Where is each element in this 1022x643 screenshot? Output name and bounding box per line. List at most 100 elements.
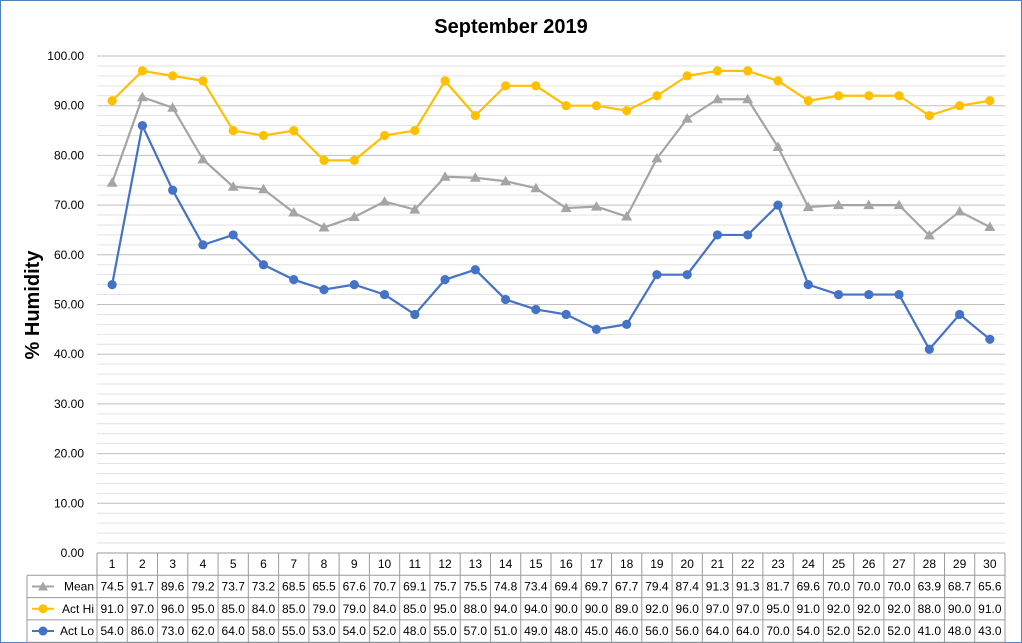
data-label: 74.5 — [100, 579, 124, 593]
x-tick-label: 25 — [832, 557, 846, 571]
data-label: 48.0 — [554, 624, 578, 638]
x-tick-label: 24 — [802, 557, 816, 571]
data-point — [682, 71, 692, 81]
data-point — [501, 294, 511, 305]
data-point — [743, 230, 753, 240]
data-point — [833, 289, 844, 300]
chart-title: September 2019 — [434, 16, 587, 38]
y-tick-label: 20.00 — [54, 447, 84, 461]
x-tick-label: 18 — [620, 557, 634, 571]
data-label: 91.0 — [797, 602, 821, 616]
data-point — [985, 334, 995, 344]
data-point — [318, 221, 330, 232]
data-label: 56.0 — [676, 624, 700, 638]
data-point — [923, 229, 935, 240]
data-label: 88.0 — [918, 602, 942, 616]
x-tick-label: 21 — [711, 557, 725, 571]
data-label: 68.5 — [282, 579, 306, 593]
data-point — [864, 91, 874, 101]
x-tick-label: 3 — [169, 557, 176, 571]
x-tick-label: 1 — [109, 557, 116, 571]
legend-key-marker — [38, 626, 48, 636]
x-tick-label: 20 — [681, 557, 695, 571]
data-point — [440, 275, 450, 285]
data-label: 65.6 — [978, 579, 1002, 593]
y-tick-labels: 0.00 10.00 20.00 30.00 40.00 50.00 60.00 70.00 8… — [47, 49, 84, 560]
x-tick-label: 9 — [351, 557, 358, 571]
data-label: 79.4 — [645, 579, 669, 593]
data-label: 56.0 — [645, 624, 669, 638]
data-label: 49.0 — [524, 624, 548, 638]
data-point — [590, 201, 602, 211]
data-label: 51.0 — [494, 624, 518, 638]
y-tick-label: 80.00 — [54, 148, 84, 162]
data-point — [500, 175, 512, 186]
data-label: 85.0 — [282, 602, 306, 616]
data-label: 84.0 — [373, 602, 397, 616]
data-label: 73.0 — [161, 624, 185, 638]
data-label: 86.0 — [131, 624, 155, 638]
data-point — [379, 130, 390, 141]
data-point — [772, 141, 784, 151]
data-label: 85.0 — [222, 602, 246, 616]
data-label: 88.0 — [464, 602, 488, 616]
data-label: 70.0 — [887, 579, 911, 593]
data-point — [348, 211, 360, 222]
data-point — [742, 93, 754, 104]
data-label: 95.0 — [433, 602, 457, 616]
data-point — [227, 181, 239, 191]
data-point — [773, 200, 783, 210]
data-point — [257, 183, 269, 194]
x-tick-label: 29 — [953, 557, 967, 571]
data-point — [198, 240, 208, 250]
y-tick-label: 90.00 — [54, 99, 84, 113]
data-label: 89.0 — [615, 602, 639, 616]
data-point — [530, 182, 542, 193]
data-point — [136, 91, 148, 102]
data-label: 69.6 — [797, 579, 821, 593]
x-tick-label: 30 — [983, 557, 997, 571]
data-point — [531, 81, 541, 91]
y-tick-label: 100.00 — [47, 49, 84, 63]
data-point — [168, 185, 178, 195]
x-tick-label: 6 — [260, 557, 267, 571]
data-point — [682, 270, 692, 280]
data-label: 68.7 — [948, 579, 972, 593]
data-label: 81.7 — [766, 579, 790, 593]
data-label: 52.0 — [857, 624, 881, 638]
data-point — [984, 221, 996, 231]
data-point — [924, 111, 934, 121]
data-point — [137, 66, 147, 76]
y-tick-label: 50.00 — [54, 298, 84, 312]
data-point — [863, 199, 875, 210]
data-point — [893, 199, 905, 210]
x-tick-label: 7 — [290, 557, 297, 571]
data-label: 97.0 — [706, 602, 730, 616]
data-point — [349, 280, 359, 290]
data-label: 53.0 — [312, 624, 336, 638]
data-label: 45.0 — [585, 624, 609, 638]
data-point — [712, 230, 723, 240]
x-tick-label: 26 — [862, 557, 876, 571]
data-label: 97.0 — [131, 602, 155, 616]
data-point — [622, 106, 632, 116]
data-label: 91.7 — [131, 579, 155, 593]
data-label: 52.0 — [887, 624, 911, 638]
legend-key-marker — [38, 581, 48, 591]
data-label: 48.0 — [948, 624, 972, 638]
y-tick-label: 70.00 — [54, 198, 84, 212]
x-tick-label: 2 — [139, 557, 146, 571]
data-label: 62.0 — [191, 624, 215, 638]
data-point — [711, 93, 723, 104]
data-label: 64.0 — [736, 624, 760, 638]
series-line — [111, 124, 991, 351]
data-point — [681, 113, 693, 123]
data-label: 43.0 — [978, 624, 1002, 638]
data-point — [531, 304, 541, 315]
data-point — [864, 289, 874, 300]
series-act-hi — [107, 66, 995, 165]
data-label: 89.6 — [161, 579, 185, 593]
data-point — [833, 199, 845, 210]
x-tick-label: 19 — [650, 557, 664, 571]
data-point — [469, 172, 481, 182]
